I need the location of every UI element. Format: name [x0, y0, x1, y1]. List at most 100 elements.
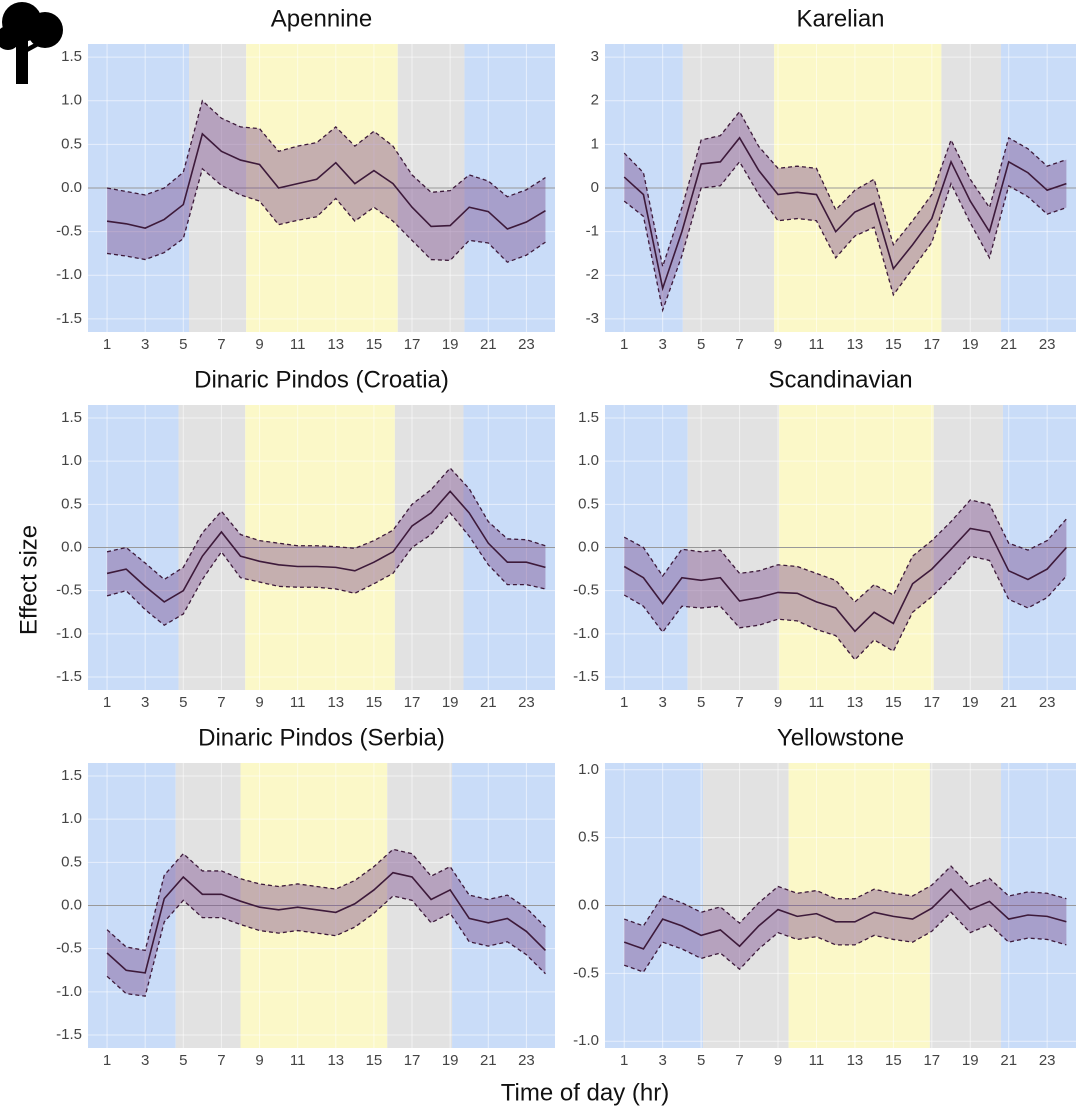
y-tick-label: 0.5	[61, 135, 82, 152]
x-tick-label: 19	[442, 1052, 459, 1069]
x-tick-label: 1	[103, 336, 111, 353]
tree-icon	[0, 2, 63, 84]
y-tick-label: 1.5	[61, 767, 82, 784]
lower-bound	[106, 511, 546, 627]
x-tick-label: 9	[774, 336, 782, 353]
y-tick-label: -1.0	[573, 625, 599, 642]
y-tick-label: 1.0	[578, 452, 599, 469]
y-tick-label: -0.5	[56, 223, 82, 240]
panel-title: Karelian	[796, 5, 884, 32]
x-tick-label: 13	[327, 336, 344, 353]
x-tick-label: 15	[366, 694, 383, 711]
y-tick-label: 1.5	[61, 409, 82, 426]
x-tick-label: 7	[217, 694, 225, 711]
x-tick-label: 1	[103, 1052, 111, 1069]
x-tick-label: 5	[179, 1052, 187, 1069]
y-tick-label: 0.0	[61, 538, 82, 555]
x-tick-label: 17	[404, 1052, 421, 1069]
y-tick-label: 1.5	[61, 48, 82, 65]
y-tick-label: -0.5	[573, 964, 599, 981]
y-tick-label: 1.0	[61, 92, 82, 109]
x-tick-label: 7	[735, 1052, 743, 1069]
y-tick-label: 0.5	[578, 495, 599, 512]
y-tick-label: 0.5	[61, 853, 82, 870]
x-tick-label: 9	[255, 336, 263, 353]
y-tick-label: -1	[586, 223, 599, 240]
x-tick-label: 15	[885, 336, 902, 353]
x-tick-label: 11	[290, 336, 306, 353]
y-tick-label: 0.0	[578, 896, 599, 913]
x-tick-label: 23	[1039, 1052, 1056, 1069]
panel-title: Yellowstone	[777, 724, 904, 751]
x-tick-label: 13	[847, 694, 864, 711]
x-tick-label: 3	[659, 336, 667, 353]
lower-bound	[623, 160, 1067, 313]
x-tick-label: 11	[809, 1052, 825, 1069]
effect-line	[106, 871, 547, 974]
x-tick-label: 23	[1039, 694, 1056, 711]
panel: Dinaric Pindos (Serbia) -1.5 -1.0 -0.5 0.0 0.…	[56, 724, 555, 1069]
x-tick-label: 11	[290, 694, 306, 711]
y-tick-label: -1.5	[56, 1026, 82, 1043]
y-axis-label: Effect size	[15, 525, 42, 635]
y-tick-label: -1.0	[573, 1032, 599, 1049]
effect-line	[623, 527, 1067, 633]
panel: Apennine-1.5-1.0-0.50.00.51.01.51 3 5 7 9 11 1…	[56, 5, 555, 353]
x-tick-label: 21	[480, 694, 497, 711]
y-tick-label: 0.0	[578, 538, 599, 555]
y-tick-label: 1.0	[61, 452, 82, 469]
lower-bound	[106, 167, 546, 263]
x-tick-label: 1	[620, 694, 628, 711]
y-tick-label: 2	[591, 92, 599, 109]
x-tick-label: 19	[962, 336, 979, 353]
x-tick-label: 19	[442, 336, 459, 353]
y-tick-label: 0.0	[61, 179, 82, 196]
x-tick-label: 21	[480, 1052, 497, 1069]
y-tick-label: 1	[591, 135, 599, 152]
x-tick-label: 9	[255, 694, 263, 711]
x-tick-label: 3	[141, 694, 149, 711]
panel-title: Scandinavian	[768, 366, 912, 393]
x-tick-label: 9	[774, 1052, 782, 1069]
x-tick-label: 23	[518, 336, 535, 353]
x-tick-label: 5	[697, 1052, 705, 1069]
x-tick-label: 19	[962, 1052, 979, 1069]
x-tick-label: 15	[366, 336, 383, 353]
y-tick-label: -1.0	[56, 625, 82, 642]
y-tick-label: 0	[591, 179, 599, 196]
x-tick-label: 9	[774, 694, 782, 711]
x-axis-label: Time of day (hr)	[501, 1079, 669, 1106]
x-tick-label: 21	[480, 336, 497, 353]
x-tick-label: 11	[809, 694, 825, 711]
x-tick-label: 3	[141, 336, 149, 353]
x-tick-label: 9	[255, 1052, 263, 1069]
x-tick-label: 19	[962, 694, 979, 711]
upper-bound	[106, 99, 546, 198]
x-tick-label: 5	[697, 694, 705, 711]
panel: Scandinavian-1.5-1.0-0.50.00.51.01.51 3 5 7…	[573, 366, 1076, 711]
x-tick-label: 7	[217, 1052, 225, 1069]
x-tick-label: 7	[217, 336, 225, 353]
x-tick-label: 7	[735, 694, 743, 711]
y-tick-label: 1.0	[578, 761, 599, 778]
x-tick-label: 17	[923, 694, 940, 711]
x-tick-label: 1	[620, 1052, 628, 1069]
panel-title: Dinaric Pindos (Croatia)	[194, 366, 449, 393]
x-tick-label: 5	[179, 336, 187, 353]
y-tick-label: -1.0	[56, 983, 82, 1000]
x-tick-label: 17	[923, 1052, 940, 1069]
x-tick-label: 11	[290, 1052, 306, 1069]
confidence-band	[624, 500, 1067, 660]
y-tick-label: -0.5	[573, 582, 599, 599]
y-tick-label: -1.5	[56, 668, 82, 685]
y-tick-label: 1.0	[61, 810, 82, 827]
y-tick-label: 1.5	[578, 409, 599, 426]
x-tick-label: 19	[442, 694, 459, 711]
confidence-band	[624, 111, 1067, 311]
y-tick-label: -0.5	[56, 940, 82, 957]
x-tick-label: 15	[885, 694, 902, 711]
lower-bound	[623, 555, 1067, 661]
x-tick-label: 23	[518, 694, 535, 711]
